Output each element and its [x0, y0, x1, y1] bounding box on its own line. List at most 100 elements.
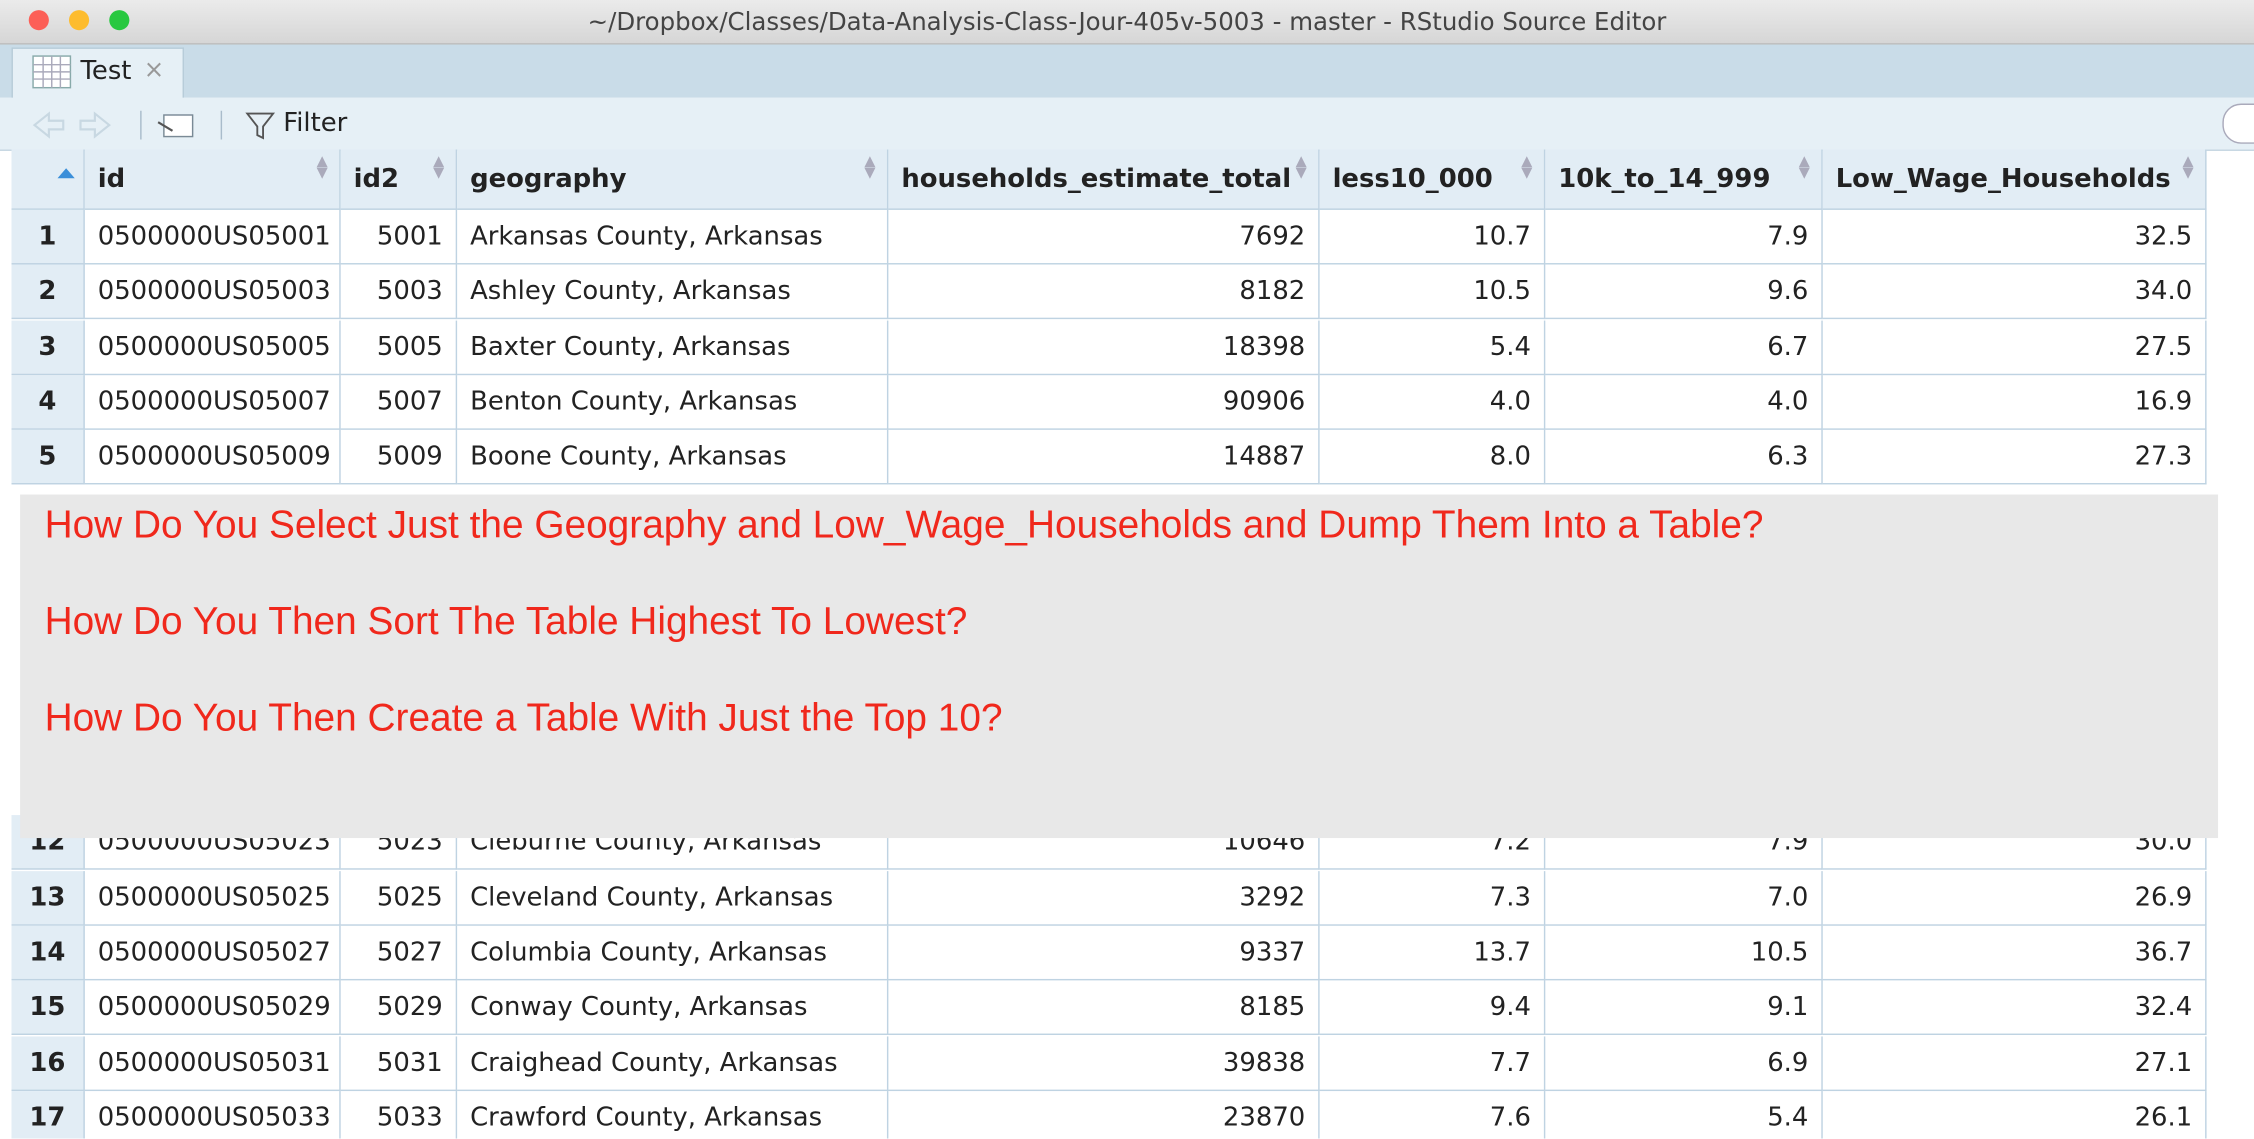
column-header[interactable]: less10_000 ▲ ▼ — [1319, 149, 1546, 210]
question-overlay: How Do You Select Just the Geography and… — [20, 494, 2219, 839]
row-number: 5 — [11, 430, 85, 485]
table-cell: 0500000US05001 — [84, 209, 341, 265]
table-cell: 5003 — [340, 264, 458, 320]
table-cell: 9.1 — [1545, 980, 1823, 1036]
corner-header[interactable] — [11, 149, 85, 210]
table-cell: 7692 — [888, 209, 1320, 265]
tab-label: Test — [80, 56, 132, 87]
table-cell: Ashley County, Arkansas — [457, 264, 889, 320]
table-cell: 0500000US05027 — [84, 925, 341, 981]
table-cell: 36.7 — [1822, 925, 2207, 981]
table-cell: Boone County, Arkansas — [457, 430, 889, 485]
table-cell: 0500000US05003 — [84, 264, 341, 320]
table-cell: 0500000US05007 — [84, 375, 341, 430]
sort-arrows[interactable]: ▲ ▼ — [864, 153, 876, 182]
row-number: 14 — [11, 925, 85, 981]
table-cell: Columbia County, Arkansas — [457, 925, 889, 981]
window-title: ~/Dropbox/Classes/Data-Analysis-Class-Jo… — [587, 8, 1667, 38]
table-cell: 26.1 — [1823, 1090, 2207, 1139]
filter-button[interactable]: Filter — [283, 107, 348, 138]
table-cell: 7.9 — [1545, 209, 1823, 265]
table-cell: 18398 — [888, 319, 1320, 375]
sort-arrows[interactable]: ▲ ▼ — [1295, 153, 1307, 182]
title-bar: ~/Dropbox/Classes/Data-Analysis-Class-Jo… — [0, 0, 2254, 45]
table-cell: Conway County, Arkansas — [457, 980, 889, 1036]
table-cell: 32.4 — [1822, 980, 2207, 1036]
row-number: 4 — [11, 375, 85, 430]
table-cell: 3292 — [888, 870, 1320, 926]
column-header[interactable]: id2 ▲ ▼ — [340, 149, 458, 210]
search-box[interactable] — [2222, 103, 2254, 144]
table-cell: 10.5 — [1545, 925, 1823, 981]
table-cell: 14887 — [888, 430, 1320, 485]
table-cell: 8.0 — [1319, 430, 1546, 485]
table-cell: 0500000US05025 — [84, 870, 341, 926]
row-number: 2 — [11, 264, 85, 320]
toolbar-icons — [32, 110, 276, 140]
table-cell: Baxter County, Arkansas — [457, 319, 889, 375]
question-text: How Do You Then Create a Table With Just… — [44, 695, 1003, 739]
table-cell: 5031 — [340, 1035, 458, 1091]
sort-arrows[interactable]: ▲ ▼ — [2182, 153, 2194, 182]
table-cell: 4.0 — [1545, 375, 1823, 430]
row-number: 1 — [11, 209, 85, 265]
sort-arrows[interactable]: ▲ ▼ — [1798, 153, 1810, 182]
column-header[interactable]: 10k_to_14_999 ▲ ▼ — [1545, 149, 1823, 210]
table-cell: Cleveland County, Arkansas — [457, 870, 889, 926]
table-cell: 10.5 — [1319, 264, 1546, 320]
table-cell: 5007 — [340, 375, 458, 430]
table-cell: 9337 — [888, 925, 1320, 981]
column-header[interactable]: Low_Wage_Households ▲ ▼ — [1822, 149, 2207, 210]
table-cell: 5027 — [340, 925, 458, 981]
row-number: 17 — [11, 1090, 85, 1139]
table-cell: Craighead County, Arkansas — [457, 1035, 889, 1091]
table-cell: 0500000US05005 — [84, 319, 341, 375]
table-cell: 0500000US05031 — [84, 1035, 341, 1091]
question-text: How Do You Select Just the Geography and… — [44, 503, 1764, 547]
table-cell: 6.3 — [1545, 430, 1823, 485]
table-cell: 7.7 — [1319, 1035, 1546, 1091]
toolbar: Filter — [0, 97, 2254, 151]
table-cell: 5009 — [340, 430, 458, 485]
sort-arrows[interactable]: ▲ ▼ — [316, 153, 328, 182]
row-number: 15 — [11, 980, 85, 1036]
table-cell: 5025 — [340, 870, 458, 926]
sort-arrows[interactable]: ▲ ▼ — [433, 153, 445, 182]
close-button[interactable] — [28, 10, 49, 31]
row-number: 13 — [11, 870, 85, 926]
table-cell: Benton County, Arkansas — [457, 375, 889, 430]
tab-bar — [0, 44, 2254, 98]
table-cell: 27.5 — [1822, 319, 2207, 375]
table-cell: 32.5 — [1822, 209, 2207, 265]
table-cell: 5005 — [340, 319, 458, 375]
column-header[interactable]: id ▲ ▼ — [84, 149, 341, 210]
table-cell: 6.9 — [1545, 1035, 1823, 1091]
table-cell: 8182 — [888, 264, 1320, 320]
column-header[interactable]: geography ▲ ▼ — [457, 149, 889, 210]
sort-arrows[interactable]: ▲ ▼ — [1521, 153, 1533, 182]
tab-close[interactable]: × — [143, 56, 165, 85]
table-cell: 4.0 — [1319, 375, 1546, 430]
table-cell: 10.7 — [1319, 209, 1546, 265]
table-cell: 34.0 — [1822, 264, 2207, 320]
minimize-button[interactable] — [69, 10, 90, 31]
table-cell: Crawford County, Arkansas — [457, 1090, 889, 1139]
table-cell: 7.0 — [1545, 870, 1823, 926]
zoom-button[interactable] — [109, 10, 130, 31]
table-cell: 0500000US05029 — [84, 980, 341, 1036]
table-icon — [32, 55, 72, 89]
table-cell: 9.6 — [1545, 264, 1823, 320]
table-cell: 5033 — [341, 1090, 458, 1139]
column-header[interactable]: households_estimate_total ▲ ▼ — [888, 149, 1320, 210]
row-number: 16 — [11, 1035, 85, 1091]
table-cell: 5029 — [340, 980, 458, 1036]
tab[interactable]: Test × — [11, 47, 184, 98]
table-cell: 27.3 — [1822, 430, 2207, 485]
table-cell: Arkansas County, Arkansas — [457, 209, 889, 265]
table-cell: 27.1 — [1822, 1035, 2207, 1091]
table-cell: 9.4 — [1319, 980, 1546, 1036]
table-cell: 0500000US05009 — [84, 430, 341, 485]
table-cell: 8185 — [888, 980, 1320, 1036]
